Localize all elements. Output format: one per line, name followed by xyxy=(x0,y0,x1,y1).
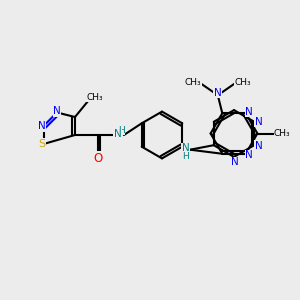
Text: O: O xyxy=(94,152,103,165)
Text: N: N xyxy=(245,150,253,160)
Text: S: S xyxy=(38,139,45,149)
Text: N: N xyxy=(182,143,190,153)
Text: H: H xyxy=(118,126,125,135)
Text: N: N xyxy=(53,106,61,116)
Text: N: N xyxy=(214,88,222,98)
Text: H: H xyxy=(182,152,189,161)
Text: CH₃: CH₃ xyxy=(234,78,251,87)
Text: N: N xyxy=(245,107,253,117)
Text: CH₃: CH₃ xyxy=(184,78,201,87)
Text: N: N xyxy=(255,117,262,127)
Text: N: N xyxy=(255,116,262,126)
Text: N: N xyxy=(255,141,262,151)
Text: N: N xyxy=(231,157,239,167)
Text: N: N xyxy=(114,129,122,140)
Text: CH₃: CH₃ xyxy=(87,93,103,102)
Text: CH₃: CH₃ xyxy=(274,129,291,138)
Text: N: N xyxy=(38,121,45,131)
